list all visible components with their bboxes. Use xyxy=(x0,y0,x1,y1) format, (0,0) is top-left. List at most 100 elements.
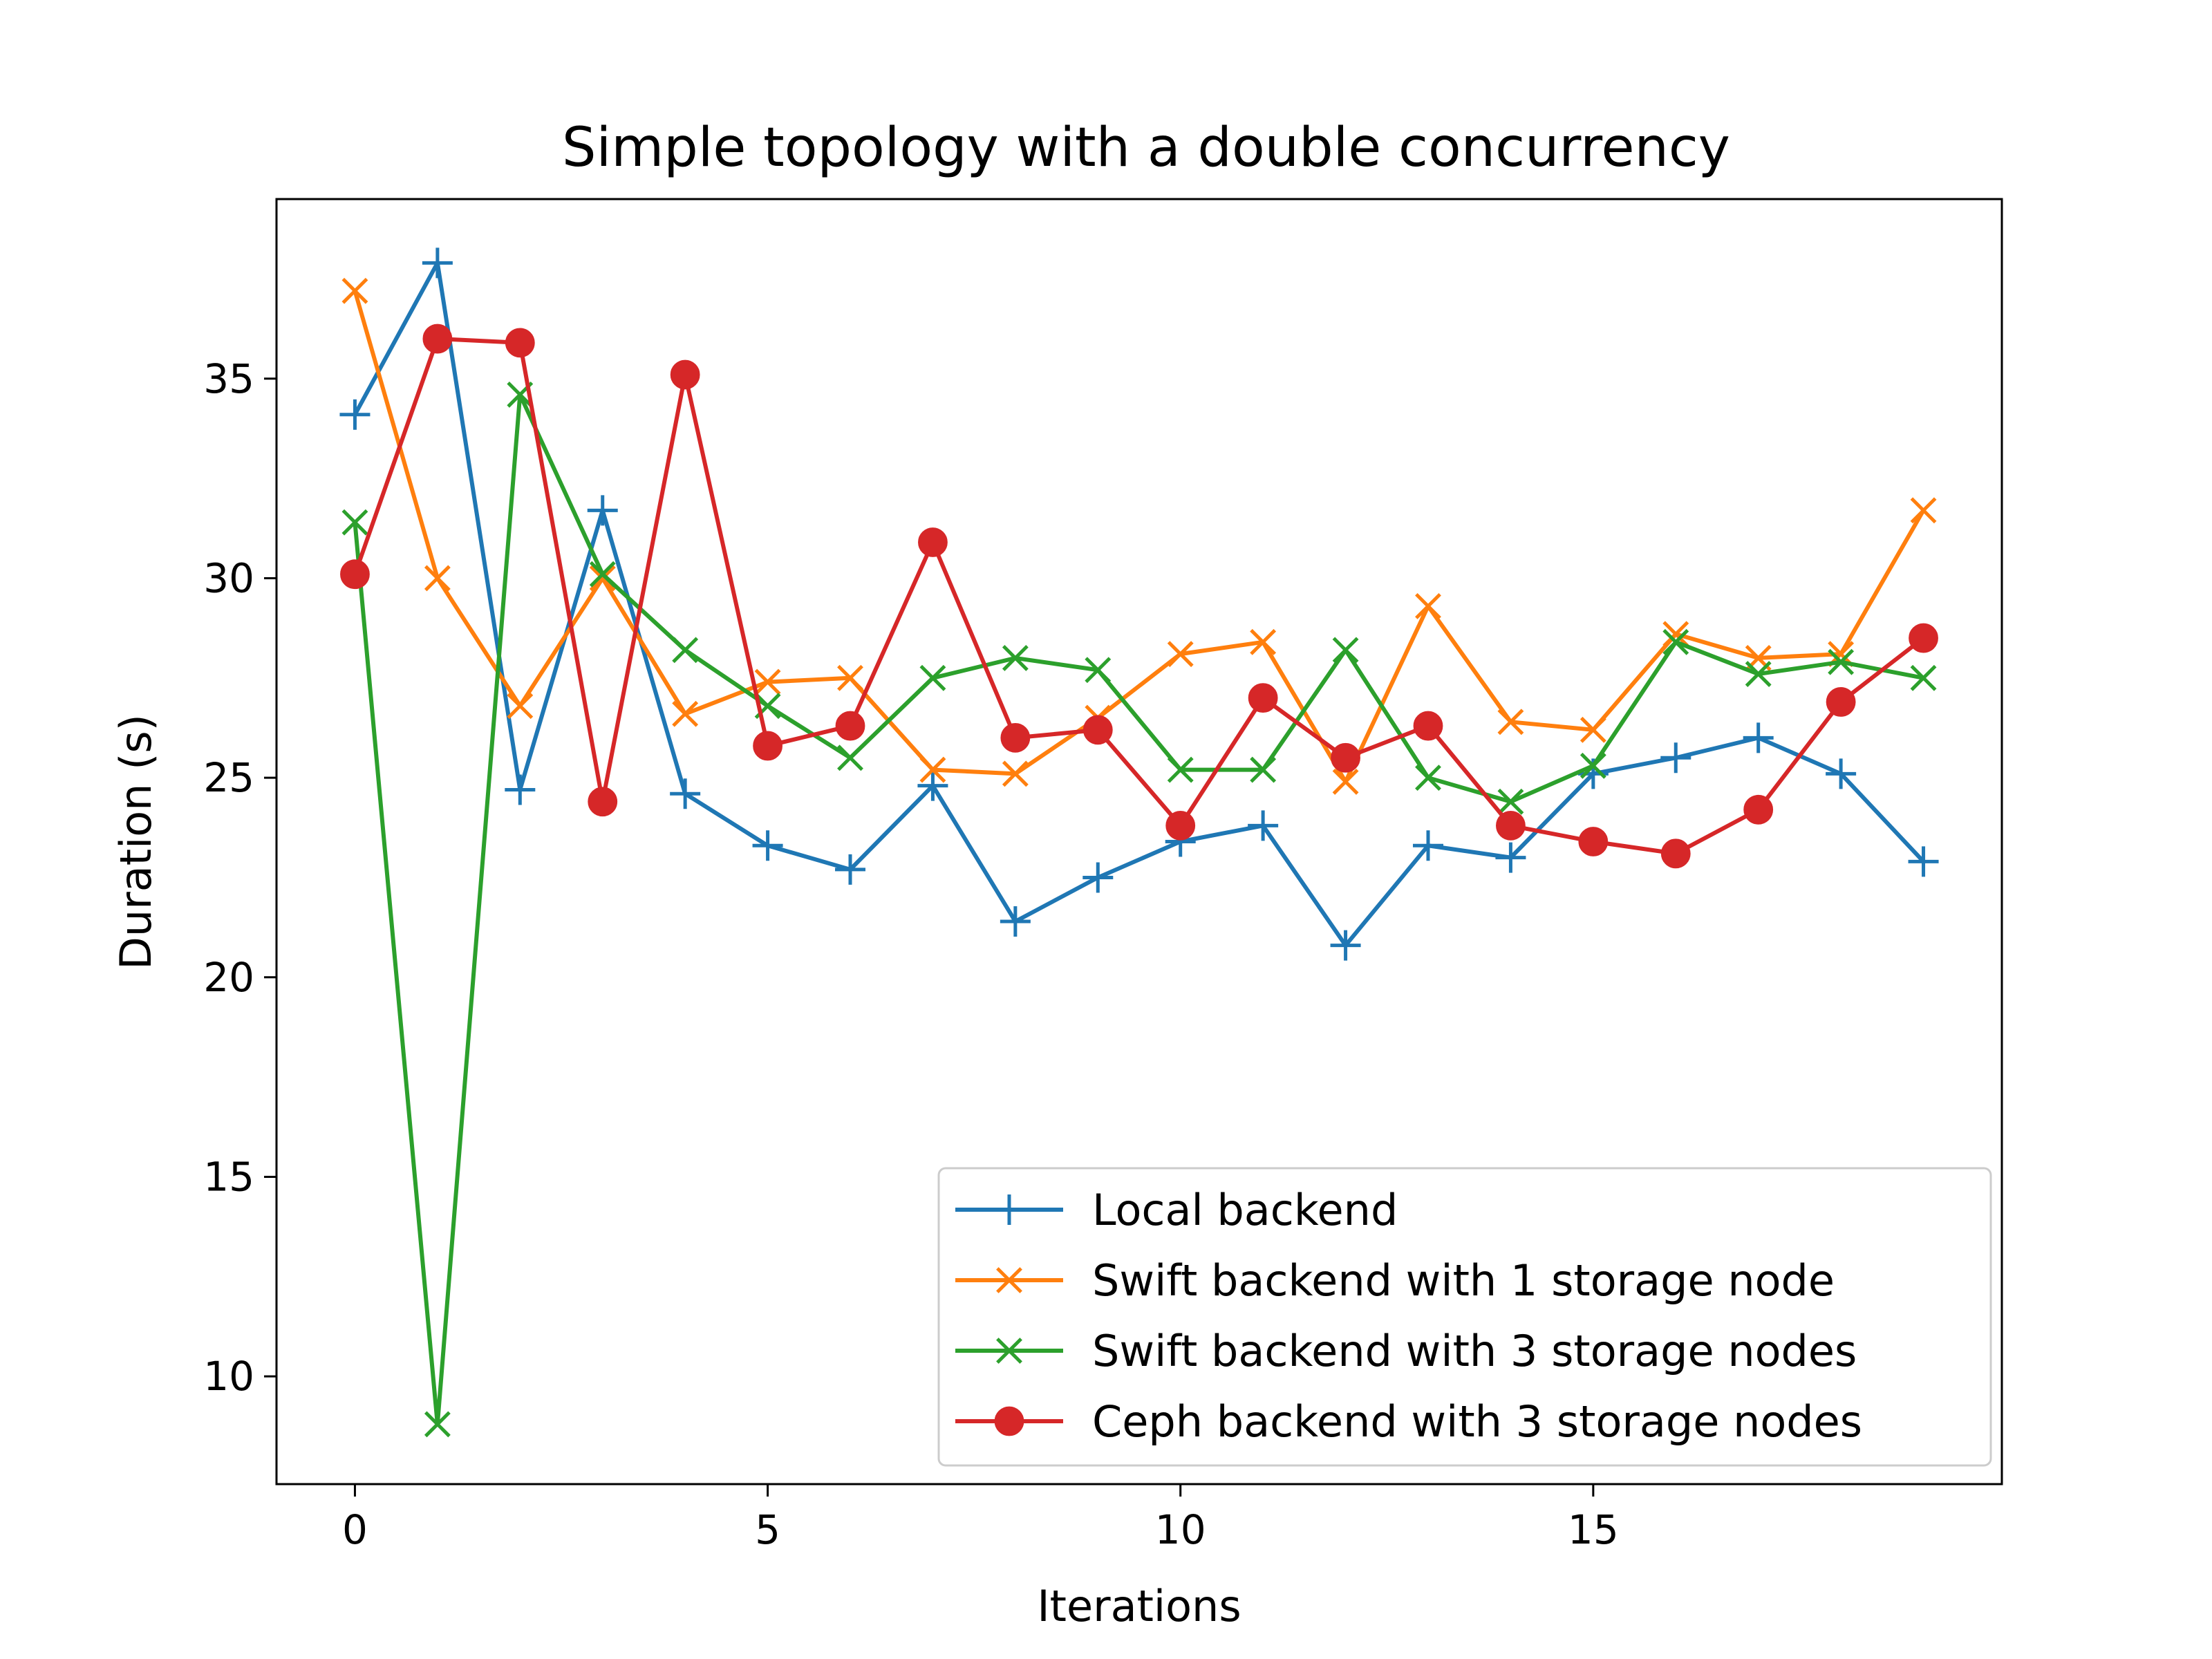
data-point xyxy=(837,744,863,771)
data-point xyxy=(1580,752,1606,779)
data-point xyxy=(507,693,534,720)
data-point xyxy=(339,399,371,430)
data-point xyxy=(752,830,783,861)
data-point xyxy=(341,277,368,304)
data-point xyxy=(1910,664,1937,691)
data-point xyxy=(1580,716,1606,743)
data-point xyxy=(1330,930,1361,961)
data-point xyxy=(422,324,453,354)
data-point xyxy=(1002,645,1029,671)
y-axis-ticks: 10 15 20 25 30 35 xyxy=(203,355,276,1400)
y-tick-label: 35 xyxy=(203,355,254,402)
data-point xyxy=(835,854,866,885)
data-point xyxy=(1250,756,1277,783)
data-point xyxy=(1000,722,1031,753)
data-point xyxy=(1496,811,1526,841)
data-point xyxy=(588,787,618,817)
data-point xyxy=(424,1411,451,1438)
data-point xyxy=(1167,756,1194,783)
data-point xyxy=(1660,838,1691,869)
x-tick-label: 5 xyxy=(755,1506,780,1553)
data-point xyxy=(1908,846,1939,877)
data-point xyxy=(1082,862,1114,893)
series-4 xyxy=(340,324,1938,869)
data-point xyxy=(1660,742,1691,774)
legend-marker xyxy=(994,1406,1024,1436)
data-point xyxy=(1826,687,1856,717)
data-point xyxy=(424,565,451,592)
data-point xyxy=(670,778,701,809)
data-point xyxy=(1165,811,1196,841)
data-point xyxy=(1578,827,1609,856)
data-point xyxy=(919,756,946,783)
data-point xyxy=(1331,742,1360,773)
data-point xyxy=(1495,842,1526,873)
data-point xyxy=(1415,592,1441,619)
legend-box xyxy=(937,1167,1992,1467)
data-point xyxy=(1082,715,1113,745)
data-point xyxy=(1413,711,1443,741)
data-point xyxy=(1497,788,1524,815)
data-point xyxy=(1910,497,1937,524)
legend-entry: Ceph backend with 3 storage nodes xyxy=(955,1396,1862,1447)
legend-marker xyxy=(996,1267,1022,1293)
data-point xyxy=(1248,683,1278,713)
chart-title: Simple topology with a double concurrenc… xyxy=(562,117,1730,179)
data-point xyxy=(835,711,865,741)
data-point xyxy=(1415,765,1441,791)
y-tick-label: 30 xyxy=(203,554,254,601)
data-point xyxy=(341,509,368,536)
y-axis-label: Duration (s) xyxy=(111,714,161,970)
y-tick-label: 10 xyxy=(203,1353,254,1400)
data-point xyxy=(1828,648,1855,675)
data-point xyxy=(1745,661,1772,687)
data-point xyxy=(672,700,699,727)
legend-entry: Local backend xyxy=(955,1185,1398,1235)
legend-entry: Swift backend with 1 storage node xyxy=(955,1255,1835,1306)
series-line xyxy=(353,392,1924,1427)
data-point xyxy=(505,774,536,805)
x-tick-label: 10 xyxy=(1155,1506,1206,1553)
data-point xyxy=(505,328,535,358)
data-point xyxy=(837,664,863,691)
legend-label: Swift backend with 3 storage nodes xyxy=(1092,1326,1857,1376)
x-tick-label: 15 xyxy=(1568,1506,1619,1553)
data-point xyxy=(1332,637,1359,664)
series-1 xyxy=(339,247,1939,961)
data-point xyxy=(918,527,948,557)
data-point xyxy=(1743,794,1774,825)
data-point xyxy=(919,664,946,691)
y-tick-label: 25 xyxy=(203,754,254,801)
data-point xyxy=(672,637,699,664)
x-axis-label: Iterations xyxy=(1037,1581,1241,1631)
series-line xyxy=(353,290,1926,784)
data-point xyxy=(422,247,453,279)
data-point xyxy=(1248,810,1279,841)
x-axis-ticks: 0 5 10 15 xyxy=(342,1484,1619,1553)
series-3 xyxy=(341,381,1937,1438)
data-point xyxy=(1826,758,1857,789)
legend-label: Ceph backend with 3 storage nodes xyxy=(1092,1396,1862,1447)
data-point xyxy=(589,561,616,588)
data-point xyxy=(1332,768,1359,795)
data-point xyxy=(1743,722,1774,753)
data-point xyxy=(1000,906,1031,937)
data-point xyxy=(1002,760,1029,787)
data-point xyxy=(753,731,782,761)
data-point xyxy=(917,770,948,801)
y-tick-label: 15 xyxy=(203,1153,254,1200)
legend-label: Swift backend with 1 storage node xyxy=(1092,1255,1835,1306)
data-point xyxy=(587,495,618,526)
data-point xyxy=(340,559,370,590)
data-point xyxy=(1909,623,1938,653)
x-tick-label: 0 xyxy=(342,1506,368,1553)
data-point xyxy=(1250,628,1277,655)
data-point xyxy=(1167,641,1194,668)
data-point xyxy=(1085,657,1112,684)
legend: Local backend Swift backend with 1 storag… xyxy=(937,1167,1992,1467)
axes-frame xyxy=(275,198,2003,1485)
data-point xyxy=(754,668,781,695)
y-tick-label: 20 xyxy=(203,954,254,1001)
data-point xyxy=(670,359,700,390)
